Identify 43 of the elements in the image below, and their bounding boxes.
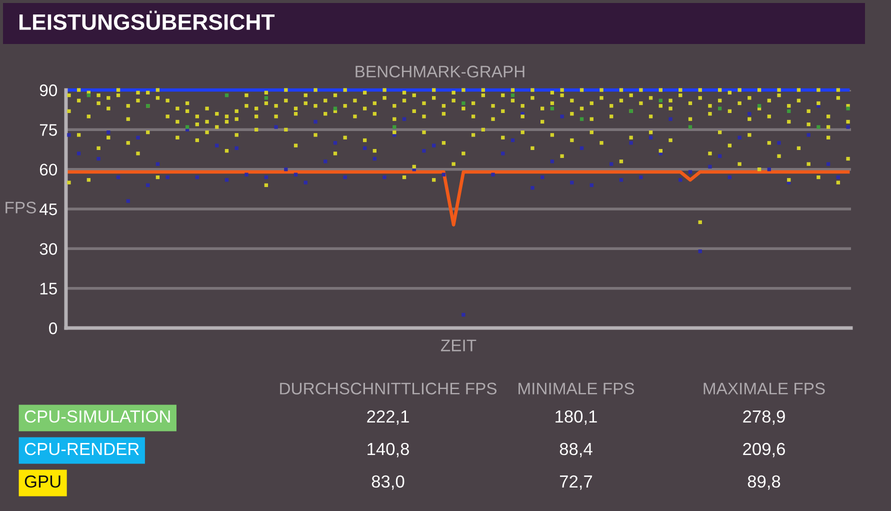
point — [787, 109, 791, 113]
point — [550, 106, 554, 110]
data-label: 89,8 — [748, 475, 780, 490]
text: DURCHSCHNITTLICHE FPS — [280, 382, 496, 394]
point — [846, 106, 850, 110]
text: MINIMALE FPS — [518, 382, 634, 394]
point — [510, 93, 515, 98]
y-tick-label: 15 — [40, 282, 57, 295]
point — [333, 106, 338, 110]
point — [688, 125, 692, 129]
point — [580, 117, 584, 121]
chart-title: LEISTUNGSÜBERSICHT — [19, 10, 275, 30]
point — [392, 125, 396, 129]
data-label: 209,6 — [743, 442, 785, 458]
y-tick-label: 60 — [40, 164, 58, 176]
data-label: 222,1 — [367, 410, 409, 425]
point — [816, 125, 820, 129]
point — [264, 96, 268, 100]
data-label: 72,7 — [560, 475, 592, 490]
point — [86, 93, 91, 98]
data-label: 278,9 — [743, 410, 785, 425]
data-label: 180,1 — [556, 410, 597, 425]
y-axis-title: FPS — [6, 202, 36, 214]
y-tick-label: 90 — [40, 84, 58, 96]
point — [224, 93, 229, 98]
category-label: GPU — [24, 475, 60, 488]
point — [718, 106, 722, 110]
point — [185, 125, 190, 129]
x-axis-title: ZEIT — [440, 340, 476, 352]
point — [462, 101, 466, 106]
data-label: 83,0 — [372, 475, 404, 490]
y-tick-label: 30 — [40, 243, 58, 255]
point — [757, 104, 762, 108]
data-label: 88,4 — [560, 442, 592, 458]
category-label: CPU-SIMULATION — [24, 410, 170, 423]
text: MAXIMALE FPS — [704, 382, 825, 394]
y-tick-label: 75 — [40, 124, 57, 136]
y-tick-label: 0 — [49, 322, 58, 334]
data-label: 140,8 — [368, 442, 409, 458]
chart-subtitle: BENCHMARK-GRAPH — [356, 66, 524, 78]
y-tick-label: 45 — [40, 204, 57, 216]
category-label: CPU-RENDER — [24, 442, 139, 456]
point — [658, 98, 663, 102]
